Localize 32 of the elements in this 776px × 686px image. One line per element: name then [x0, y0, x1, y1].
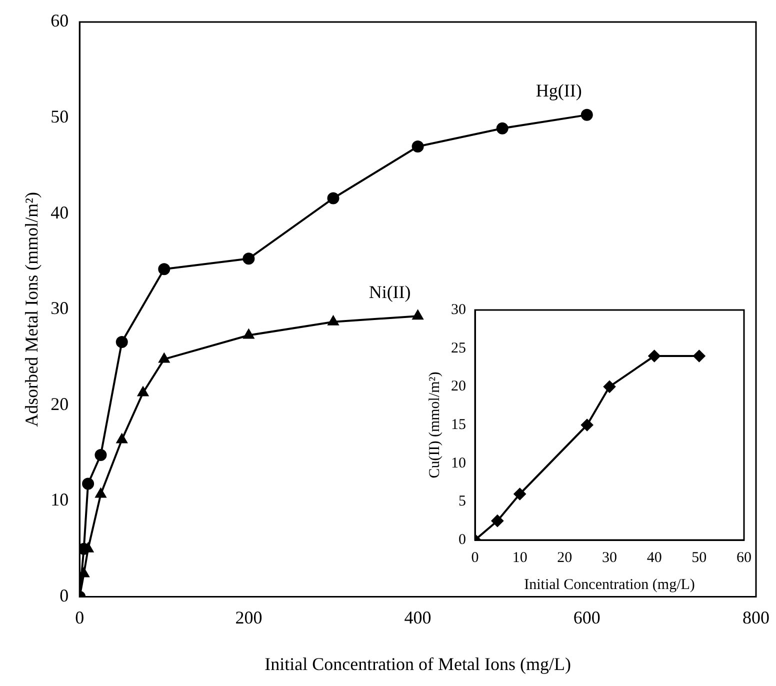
x-tick-label: 200 — [235, 607, 262, 628]
x-tick-label: 20 — [557, 550, 572, 566]
y-tick-label: 20 — [50, 394, 69, 414]
y-axis-title: Adsorbed Metal Ions (mmol/m²) — [22, 192, 42, 427]
x-tick-label: 10 — [512, 550, 528, 566]
y-tick-label: 5 — [458, 494, 466, 510]
y-tick-label: 30 — [50, 298, 69, 318]
series-label: Hg(II) — [536, 80, 582, 101]
y-axis-title: Cu(II) (mmol/m²) — [426, 372, 443, 478]
series-label: Ni(II) — [368, 282, 411, 302]
x-tick-label: 800 — [742, 607, 770, 628]
x-tick-label: 40 — [646, 550, 662, 566]
y-tick-label: 0 — [60, 586, 69, 606]
y-tick-label: 60 — [50, 10, 69, 31]
y-tick-label: 50 — [50, 106, 69, 127]
x-tick-label: 400 — [404, 607, 432, 628]
y-tick-label: 20 — [451, 378, 466, 395]
y-tick-label: 0 — [458, 532, 466, 548]
x-tick-label: 50 — [692, 550, 707, 566]
x-axis-title: Initial Concentration of Metal Ions (mg/L) — [264, 654, 572, 674]
y-tick-label: 40 — [50, 202, 69, 222]
y-tick-label: 30 — [451, 302, 466, 318]
x-tick-label: 600 — [573, 607, 600, 628]
x-tick-label: 60 — [736, 550, 752, 566]
x-tick-label: 0 — [471, 550, 479, 566]
x-tick-label: 0 — [75, 607, 84, 628]
y-tick-label: 15 — [451, 416, 466, 433]
y-tick-label: 10 — [50, 490, 69, 510]
x-axis-title: Initial Concentration (mg/L) — [524, 576, 695, 593]
y-tick-label: 25 — [451, 340, 466, 356]
x-tick-label: 30 — [602, 550, 617, 566]
y-tick-label: 10 — [451, 455, 466, 472]
